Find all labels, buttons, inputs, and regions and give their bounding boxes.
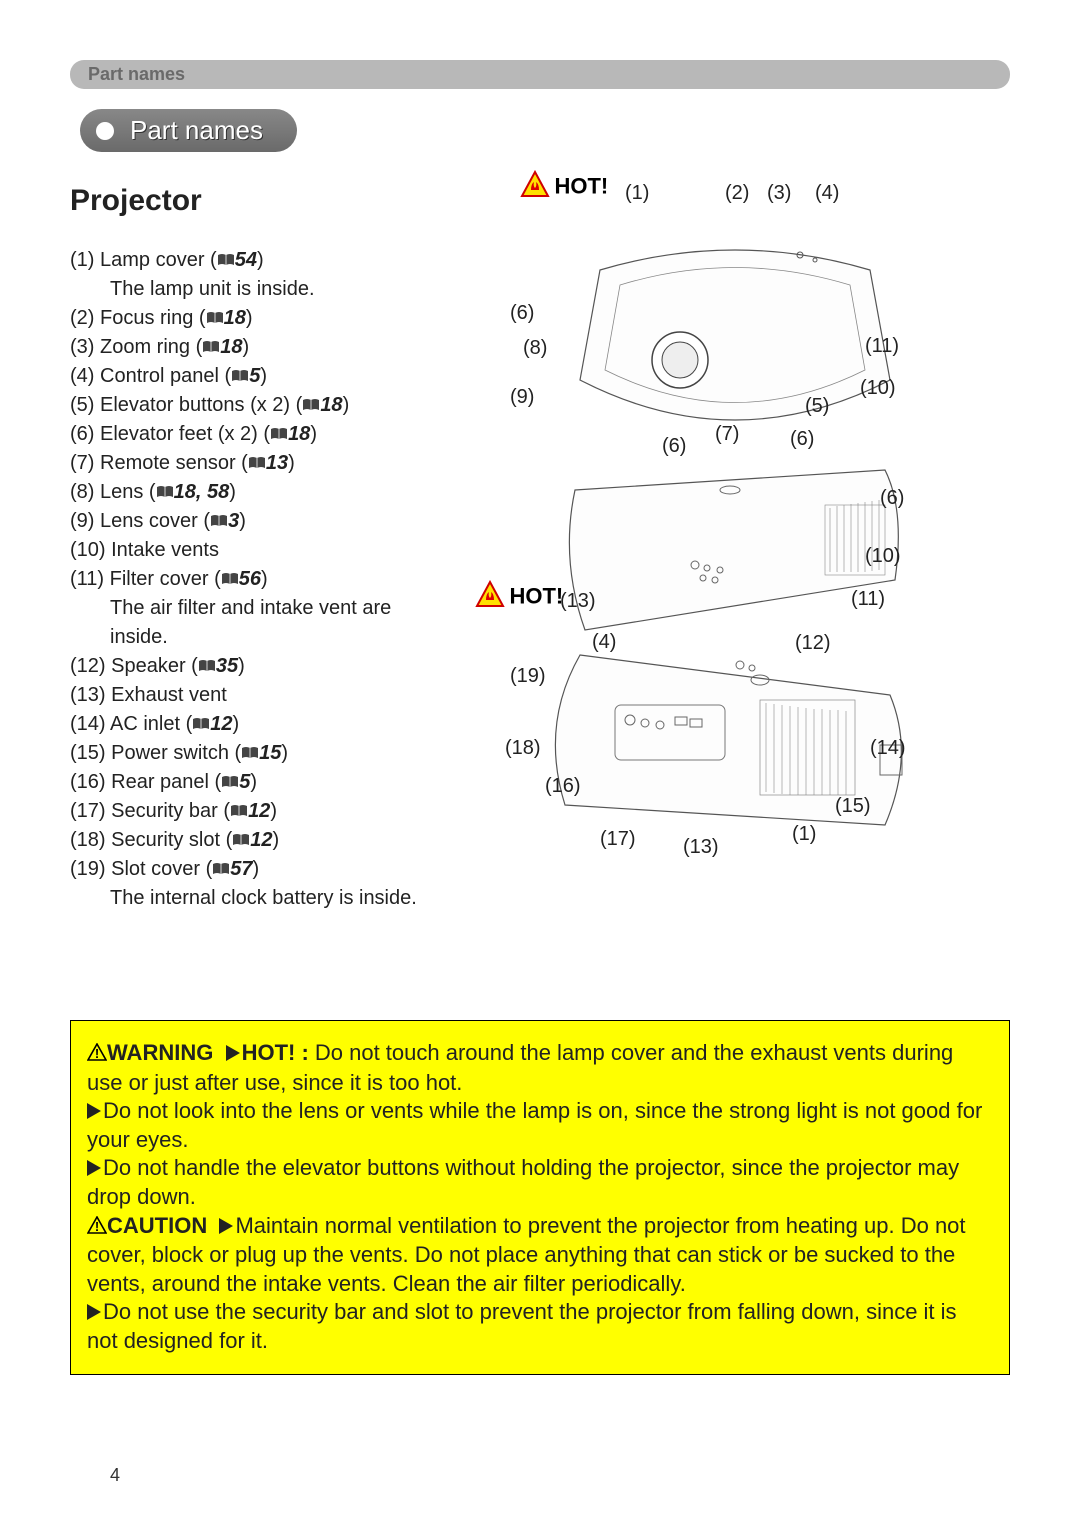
- diagram-callout: (15): [835, 795, 871, 818]
- part-item: (2) Focus ring (18): [70, 304, 450, 333]
- diagram-callout: (11): [851, 588, 885, 611]
- diagram-callout: (3): [767, 182, 791, 205]
- part-item-sub: The lamp unit is inside.: [70, 275, 450, 304]
- book-icon: [221, 775, 239, 789]
- diagram-callout: (12): [795, 632, 831, 655]
- part-item: (18) Security slot (12): [70, 826, 450, 855]
- book-icon: [270, 427, 288, 441]
- book-icon: [198, 659, 216, 673]
- diagram-callout: (17): [600, 828, 636, 851]
- warning-text-3: Do not handle the elevator buttons witho…: [87, 1155, 959, 1209]
- caution-triangle-icon: !: [87, 1213, 107, 1242]
- book-icon: [248, 456, 266, 470]
- part-item-sub: The internal clock battery is inside.: [70, 884, 450, 913]
- diagram-callout: (5): [805, 395, 829, 418]
- hot-label: HOT! :: [242, 1040, 309, 1065]
- part-item: (10) Intake vents: [70, 536, 450, 565]
- book-icon: [232, 833, 250, 847]
- book-icon: [202, 340, 220, 354]
- diagram-callout: (1): [625, 182, 649, 205]
- diagram-callout: (4): [592, 631, 616, 654]
- book-icon: [221, 572, 239, 586]
- diagram-callout: (7): [715, 423, 739, 446]
- caution-label: CAUTION: [107, 1213, 207, 1238]
- caution-text-2: Do not use the security bar and slot to …: [87, 1299, 957, 1353]
- breadcrumb-bar: Part names: [70, 60, 1010, 89]
- diagram-callout: (14): [870, 737, 906, 760]
- diagram-callout: (13): [683, 836, 719, 859]
- warning-text-2: Do not look into the lens or vents while…: [87, 1098, 982, 1152]
- diagram-callout: (6): [662, 435, 686, 458]
- breadcrumb-text: Part names: [88, 64, 185, 84]
- section-title: Projector: [70, 184, 450, 218]
- part-item: (8) Lens (18, 58): [70, 478, 450, 507]
- warning-label: WARNING: [107, 1040, 213, 1065]
- part-item: (7) Remote sensor (13): [70, 449, 450, 478]
- book-icon: [231, 369, 249, 383]
- diagram-callout: (8): [523, 337, 547, 360]
- hot-triangle-icon: [475, 580, 505, 613]
- page-number: 4: [110, 1465, 120, 1486]
- svg-text:!: !: [95, 1046, 99, 1061]
- book-icon: [212, 862, 230, 876]
- book-icon: [192, 717, 210, 731]
- part-item: (5) Elevator buttons (x 2) (18): [70, 391, 450, 420]
- diagram-callout: (6): [510, 302, 534, 325]
- warning-text-1: Do not touch around the lamp cover and t…: [87, 1040, 953, 1095]
- part-item: (14) AC inlet (12): [70, 710, 450, 739]
- book-icon: [302, 398, 320, 412]
- diagram-area: (1) (2) (3) (4) (6) (8) (9) (11) (10) (5) (7) (6) (6…: [460, 170, 1010, 950]
- part-item: (15) Power switch (15): [70, 739, 450, 768]
- pill-title: Part names: [130, 115, 263, 145]
- diagram-callout: (9): [510, 386, 534, 409]
- part-item: (4) Control panel (5): [70, 362, 450, 391]
- diagram-callout: (18): [505, 737, 541, 760]
- part-item: (12) Speaker (35): [70, 652, 450, 681]
- part-item: (16) Rear panel (5): [70, 768, 450, 797]
- hot-label-text: HOT!: [509, 584, 563, 609]
- book-icon: [210, 514, 228, 528]
- book-icon: [156, 485, 174, 499]
- arrow-icon: [87, 1304, 101, 1320]
- book-icon: [217, 253, 235, 267]
- part-item: (11) Filter cover (56): [70, 565, 450, 594]
- projector-side-view: [555, 460, 905, 645]
- part-item: (6) Elevator feet (x 2) (18): [70, 420, 450, 449]
- projector-bottom-view: [540, 645, 920, 855]
- parts-list: (1) Lamp cover (54)The lamp unit is insi…: [70, 246, 450, 913]
- part-item: (1) Lamp cover (54): [70, 246, 450, 275]
- part-item: (17) Security bar (12): [70, 797, 450, 826]
- arrow-icon: [87, 1160, 101, 1176]
- diagram-callout: (16): [545, 775, 581, 798]
- part-item-sub: The air filter and intake vent are insid…: [70, 594, 450, 652]
- diagram-callout: (4): [815, 182, 839, 205]
- arrow-icon: [226, 1045, 240, 1061]
- hot-badge: HOT!: [475, 580, 563, 613]
- hot-triangle-icon: [520, 170, 550, 203]
- hot-label-text: HOT!: [554, 174, 608, 199]
- part-item: (3) Zoom ring (18): [70, 333, 450, 362]
- book-icon: [241, 746, 259, 760]
- diagram-callout: (13): [560, 590, 596, 613]
- arrow-icon: [219, 1218, 233, 1234]
- part-item: (9) Lens cover (3): [70, 507, 450, 536]
- part-item: (19) Slot cover (57): [70, 855, 450, 884]
- svg-text:!: !: [95, 1219, 99, 1234]
- hot-badge: HOT!: [520, 170, 608, 203]
- book-icon: [230, 804, 248, 818]
- warning-box: ! WARNING HOT! : Do not touch around the…: [70, 1020, 1010, 1375]
- diagram-callout: (6): [880, 487, 904, 510]
- diagram-callout: (11): [865, 335, 899, 358]
- diagram-callout: (10): [865, 545, 901, 568]
- book-icon: [206, 311, 224, 325]
- warning-triangle-icon: !: [87, 1040, 107, 1069]
- diagram-callout: (2): [725, 182, 749, 205]
- diagram-callout: (1): [792, 823, 816, 846]
- section-pill: Part names: [80, 109, 297, 152]
- diagram-callout: (6): [790, 428, 814, 451]
- part-item: (13) Exhaust vent: [70, 681, 450, 710]
- diagram-callout: (19): [510, 665, 546, 688]
- arrow-icon: [87, 1103, 101, 1119]
- diagram-callout: (10): [860, 377, 896, 400]
